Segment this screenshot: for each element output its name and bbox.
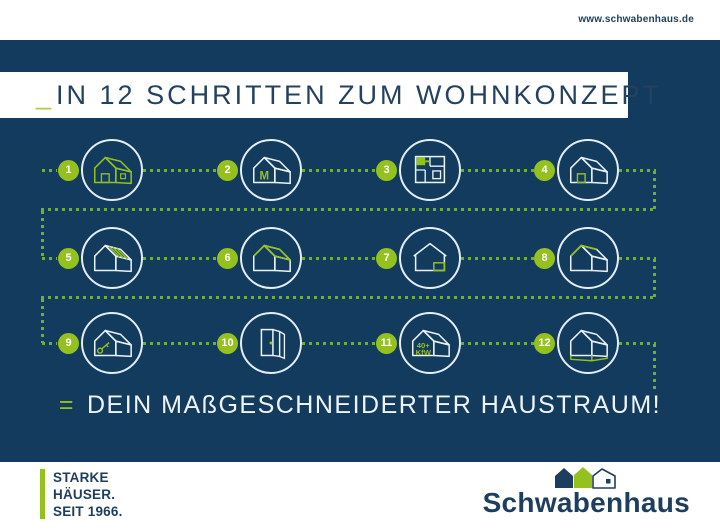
step-5-number-badge: 5 [58,248,79,269]
footer-white-band: STARKE HÄUSER. SEIT 1966. Schwabenhaus [0,462,720,530]
dotted-path-segment [42,169,57,172]
title-banner: _IN 12 SCHRITTEN ZUM WOHNKONZEPT [0,72,659,118]
step-6-number-badge: 6 [217,248,238,269]
house-roof-stripes-icon [89,238,135,278]
step-1-number-badge: 1 [58,160,79,181]
house-green-roof-icon [248,244,291,278]
house-extension-icon [413,242,447,272]
dotted-path-segment [42,342,57,345]
claim-green-bar [40,469,45,519]
house-kfw-icon: 40+ KfW [407,323,453,363]
kfw-label-top: 40+ [417,341,431,350]
claim-text: STARKE HÄUSER. SEIT 1966. [53,469,123,520]
dotted-path-segment [461,342,534,345]
house-basement-icon [565,323,611,362]
step-5-circle [81,227,143,289]
step-8-circle [557,227,619,289]
title-text: IN 12 SCHRITTEN ZUM WOHNKONZEPT [56,79,663,110]
dotted-path-segment [302,257,376,260]
doors-icon [260,328,286,360]
kfw-label-bottom: KfW [416,348,432,357]
step-7-number-badge: 7 [376,248,397,269]
dotted-path-segment [41,299,44,343]
brand-claim: STARKE HÄUSER. SEIT 1966. [40,469,123,520]
step-10-number-badge: 10 [217,333,238,354]
model-house-m-label: M [259,171,269,183]
tagline-text: DEIN MAßGESCHNEIDERTER HAUSTRAUM! [87,391,662,419]
dotted-path-segment [41,208,656,211]
house-green-gable-icon [565,244,611,278]
dotted-path-segment [302,169,376,172]
dotted-path-segment [653,344,656,391]
step-2-number-badge: 2 [217,160,238,181]
step-3-number-badge: 3 [376,160,397,181]
website-url-link[interactable]: www.schwabenhaus.de [578,14,694,25]
house-with-door-icon [565,150,611,190]
step-11-number-badge: 11 [376,333,397,354]
dotted-path-segment [143,169,216,172]
step-7-circle [399,227,461,289]
dotted-path-segment [143,257,216,260]
step-3-circle [399,139,461,201]
schwabenhaus-logo: Schwabenhaus [483,466,690,519]
logo-houses-icon [555,467,617,489]
tagline-equals-accent: = [58,391,75,419]
dotted-path-segment [461,169,534,172]
house-key-icon [89,323,135,363]
title-underscore-accent: _ [36,79,55,110]
dotted-path-segment [302,342,376,345]
claim-line-3: SEIT 1966. [53,504,123,519]
dotted-path-segment [41,211,44,258]
step-9-number-badge: 9 [58,333,79,354]
step-4-number-badge: 4 [534,160,555,181]
dotted-path-segment [619,169,656,172]
page-title: _IN 12 SCHRITTEN ZUM WOHNKONZEPT [36,80,662,111]
dotted-path-segment [619,257,656,260]
dotted-path-segment [653,259,656,297]
dotted-path-segment [41,296,656,299]
dotted-path-segment [42,257,57,260]
step-2-circle: M [240,139,302,201]
dotted-path-segment [619,342,656,345]
dotted-path-segment [143,342,216,345]
step-6-circle [240,227,302,289]
step-10-circle [240,312,302,374]
step-1-circle [81,139,143,201]
top-white-band: www.schwabenhaus.de [0,0,720,40]
model-house-icon: M [248,150,294,190]
step-12-circle [557,312,619,374]
logo-wordmark: Schwabenhaus [482,487,690,518]
dotted-path-segment [461,257,534,260]
step-11-circle: 40+ KfW [399,312,461,374]
claim-line-1: STARKE [53,470,109,485]
claim-line-2: HÄUSER. [53,487,116,502]
step-12-number-badge: 12 [534,333,555,354]
step-8-number-badge: 8 [534,248,555,269]
floor-plan-icon [414,155,446,184]
step-9-circle [81,312,143,374]
step-4-circle [557,139,619,201]
green-house-3d-icon [89,150,135,190]
result-tagline: = DEIN MAßGESCHNEIDERTER HAUSTRAUM! [0,391,720,420]
dotted-path-segment [653,171,656,210]
